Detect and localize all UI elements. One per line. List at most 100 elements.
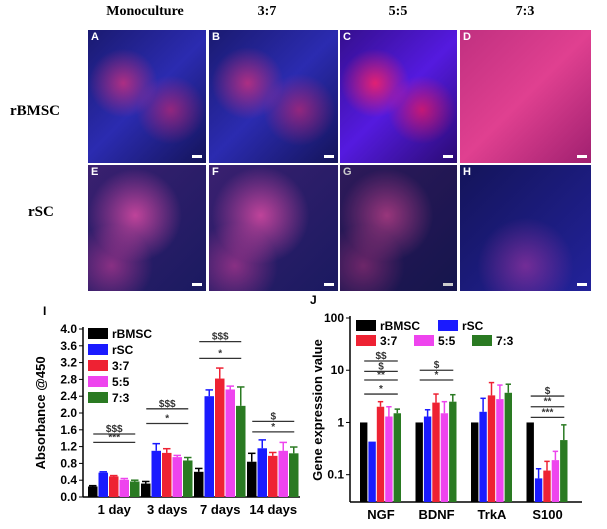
bar-rSC — [204, 396, 214, 497]
y-tick-label: 0.0 — [60, 490, 77, 504]
y-tick-label: 1.2 — [60, 440, 77, 454]
bar-7:3 — [289, 453, 299, 497]
bar-5:5 — [119, 479, 129, 497]
bar-rSC — [479, 411, 487, 502]
significance-label: $ — [545, 386, 551, 397]
bar-rSC — [368, 441, 376, 502]
bar-rSC — [534, 478, 543, 502]
bar-3:7 — [376, 406, 385, 502]
bar-rBMSC — [247, 461, 257, 497]
x-tick-label: BDNF — [418, 507, 454, 522]
x-tick-label: 7 days — [200, 502, 240, 517]
bar-5:5 — [278, 450, 288, 497]
micrograph-c: C — [340, 30, 457, 163]
bar-3:7 — [543, 470, 551, 502]
significance-label: $ — [270, 411, 276, 422]
bar-rBMSC — [194, 471, 204, 497]
legend-label: 5:5 — [438, 334, 456, 348]
micrograph-g: G — [340, 165, 457, 291]
bar-7:3 — [504, 392, 512, 502]
significance-label: * — [165, 414, 169, 425]
bar-7:3 — [236, 405, 246, 497]
y-tick-label: 2.4 — [60, 389, 77, 403]
x-tick-label: 3 days — [147, 502, 187, 517]
bar-rSC — [151, 450, 161, 497]
y-axis-label: Gene expression value — [310, 339, 325, 481]
legend-label: 3:7 — [112, 359, 130, 373]
significance-label: * — [218, 348, 222, 359]
micrograph-e: E — [88, 165, 206, 291]
legend-swatch-rBMSC — [88, 328, 108, 339]
y-tick-label: 10 — [331, 363, 345, 377]
bar-7:3 — [449, 401, 457, 502]
y-tick-label: 0.1 — [327, 468, 344, 482]
significance-label: $$$ — [106, 424, 123, 435]
legend-swatch-rSC — [438, 320, 458, 331]
bar-3:7 — [487, 395, 496, 502]
panel-letter: J — [310, 293, 317, 307]
y-tick-label: 4.0 — [60, 322, 77, 336]
significance-label: *** — [108, 432, 120, 443]
bar-rSC — [257, 448, 267, 497]
bar-3:7 — [268, 455, 278, 497]
column-label-monoculture: Monoculture — [106, 4, 184, 19]
legend-swatch-rBMSC — [356, 320, 376, 331]
y-axis-label: Absorbance @450 — [33, 356, 48, 469]
legend-label: 7:3 — [112, 391, 130, 405]
bar-rBMSC — [471, 422, 479, 502]
micrograph-a: A — [88, 30, 206, 163]
significance-label: $$$ — [159, 399, 176, 410]
legend-label: rBMSC — [380, 319, 420, 333]
legend-swatch-7:3 — [472, 335, 492, 346]
x-tick-label: TrkA — [478, 507, 508, 522]
bar-rBMSC — [526, 422, 534, 502]
bar-rBMSC — [415, 422, 423, 502]
row-label-rbmsc: rBMSC — [10, 103, 60, 119]
legend-swatch-7:3 — [88, 392, 108, 403]
bar-rBMSC — [360, 422, 368, 502]
significance-label: * — [379, 384, 383, 395]
y-tick-label: 0.4 — [60, 473, 77, 487]
bar-5:5 — [440, 413, 449, 502]
bar-5:5 — [496, 399, 504, 502]
legend-swatch-5:5 — [414, 335, 434, 346]
legend-swatch-3:7 — [88, 360, 108, 371]
x-tick-label: 14 days — [249, 502, 297, 517]
legend-swatch-rSC — [88, 344, 108, 355]
legend-swatch-5:5 — [88, 376, 108, 387]
row-label-rsc: rSC — [28, 204, 54, 220]
micrograph-d: D — [460, 30, 591, 163]
legend-label: rSC — [112, 343, 134, 357]
bar-3:7 — [432, 402, 440, 502]
bar-5:5 — [225, 389, 235, 497]
micrograph-b: B — [209, 30, 338, 163]
legend-label: 5:5 — [112, 375, 130, 389]
y-tick-label: 1.6 — [60, 423, 77, 437]
bar-3:7 — [109, 476, 119, 497]
bar-rBMSC — [141, 483, 151, 497]
y-tick-label: 3.2 — [60, 356, 77, 370]
bar-rSC — [98, 472, 108, 497]
significance-label: $ — [378, 361, 384, 372]
significance-label: *** — [542, 407, 554, 418]
significance-label: * — [435, 370, 439, 381]
x-tick-label: S100 — [532, 507, 562, 522]
significance-label: $ — [434, 360, 440, 371]
legend-label: 3:7 — [380, 334, 398, 348]
bar-5:5 — [551, 460, 560, 502]
bar-7:3 — [560, 440, 568, 502]
significance-label: $$ — [375, 351, 387, 362]
bar-5:5 — [385, 416, 393, 502]
bar-7:3 — [130, 481, 140, 497]
significance-label: $$$ — [212, 332, 229, 343]
bar-3:7 — [215, 378, 225, 497]
y-tick-label: 1 — [337, 415, 344, 429]
y-tick-label: 100 — [324, 311, 344, 325]
y-tick-label: 2.8 — [60, 372, 77, 386]
significance-label: ** — [377, 370, 385, 381]
y-tick-label: 3.6 — [60, 339, 77, 353]
significance-label: * — [271, 422, 275, 433]
y-tick-label: 0.8 — [60, 456, 77, 470]
